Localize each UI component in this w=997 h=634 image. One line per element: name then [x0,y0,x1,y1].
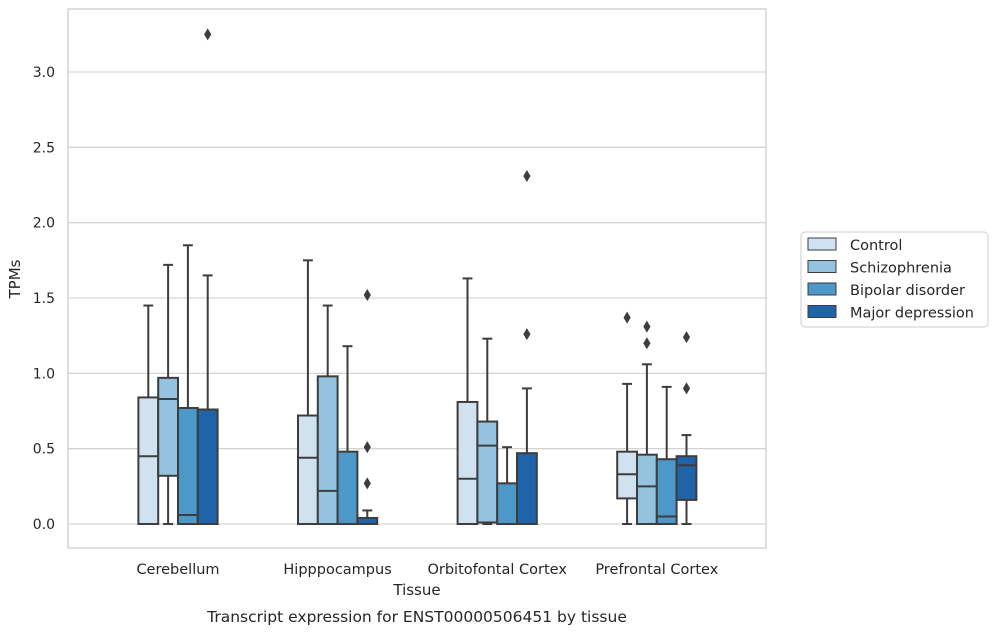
box-1-2 [336,345,359,525]
outlier-point [682,382,691,395]
x-tick-label: Hipppocampus [283,562,391,578]
legend-swatch [807,305,837,318]
x-axis-label: Tissue [392,581,440,599]
box-2-3 [516,169,538,526]
box-body [675,455,698,501]
box-body [476,420,499,524]
box-body [316,375,339,526]
box-body [297,414,319,525]
box-2-2 [496,446,519,526]
legend-swatch [807,260,837,273]
outlier-point [363,477,371,490]
outlier-point [363,288,371,301]
legend-label: Major depression [850,306,974,322]
outlier-point [682,331,691,344]
x-tick-label: Cerebellum [136,562,219,578]
chart-caption: Transcript expression for ENST0000050645… [206,608,627,626]
box-0-0 [137,304,160,525]
box-body [177,406,199,525]
box-body [496,482,519,526]
y-tick-label: 3.0 [33,65,55,81]
y-axis-ticks: 0.0 0.5 1.0 1.5 2.0 2.5 3.0 [33,65,55,533]
box-0-3 [196,28,219,526]
y-tick-label: 2.5 [33,140,55,156]
outlier-point [643,337,651,350]
outlier-point [523,328,531,341]
y-tick-label: 1.5 [33,291,55,307]
box-body [336,450,359,525]
legend-swatch [807,282,837,296]
box-1-0 [297,259,319,525]
y-tick-label: 2.0 [33,216,55,232]
legend-frame [800,231,989,328]
outlier-point [623,311,631,324]
y-tick-label: 0.5 [33,442,55,458]
legend-label: Control [850,238,902,254]
y-axis-label: TPMs [6,259,24,299]
legend-label: Bipolar disorder [850,283,965,299]
legend: Control Schizophrenia Bipolar disorder Majo… [800,231,989,328]
box-body [456,400,479,525]
box-body [196,408,219,526]
box-2-1 [476,337,499,525]
box-2-0 [456,277,479,525]
legend-label: Schizophrenia [850,261,952,277]
y-tick-label: 1.0 [33,366,55,382]
y-tick-label: 0.0 [33,517,55,533]
box-body [137,396,160,525]
box-groups [137,28,698,526]
box-1-1 [316,304,339,526]
box-body [157,376,179,477]
box-3-3 [675,331,698,525]
outlier-point [523,169,531,182]
outlier-point [643,320,651,333]
x-tick-label: Orbitofontal Cortex [427,562,567,578]
plot-frame [67,8,767,549]
x-tick-label: Prefrontal Cortex [595,562,718,578]
box-body [655,458,678,526]
legend-swatch [807,237,837,251]
box-body [516,452,538,526]
box-0-1 [157,263,179,525]
x-axis-ticks: Cerebellum Hipppocampus Orbitofontal Corte… [136,562,718,578]
box-1-3 [356,288,379,525]
outlier-point [204,28,212,41]
box-body [636,453,658,525]
outlier-point [363,441,371,454]
